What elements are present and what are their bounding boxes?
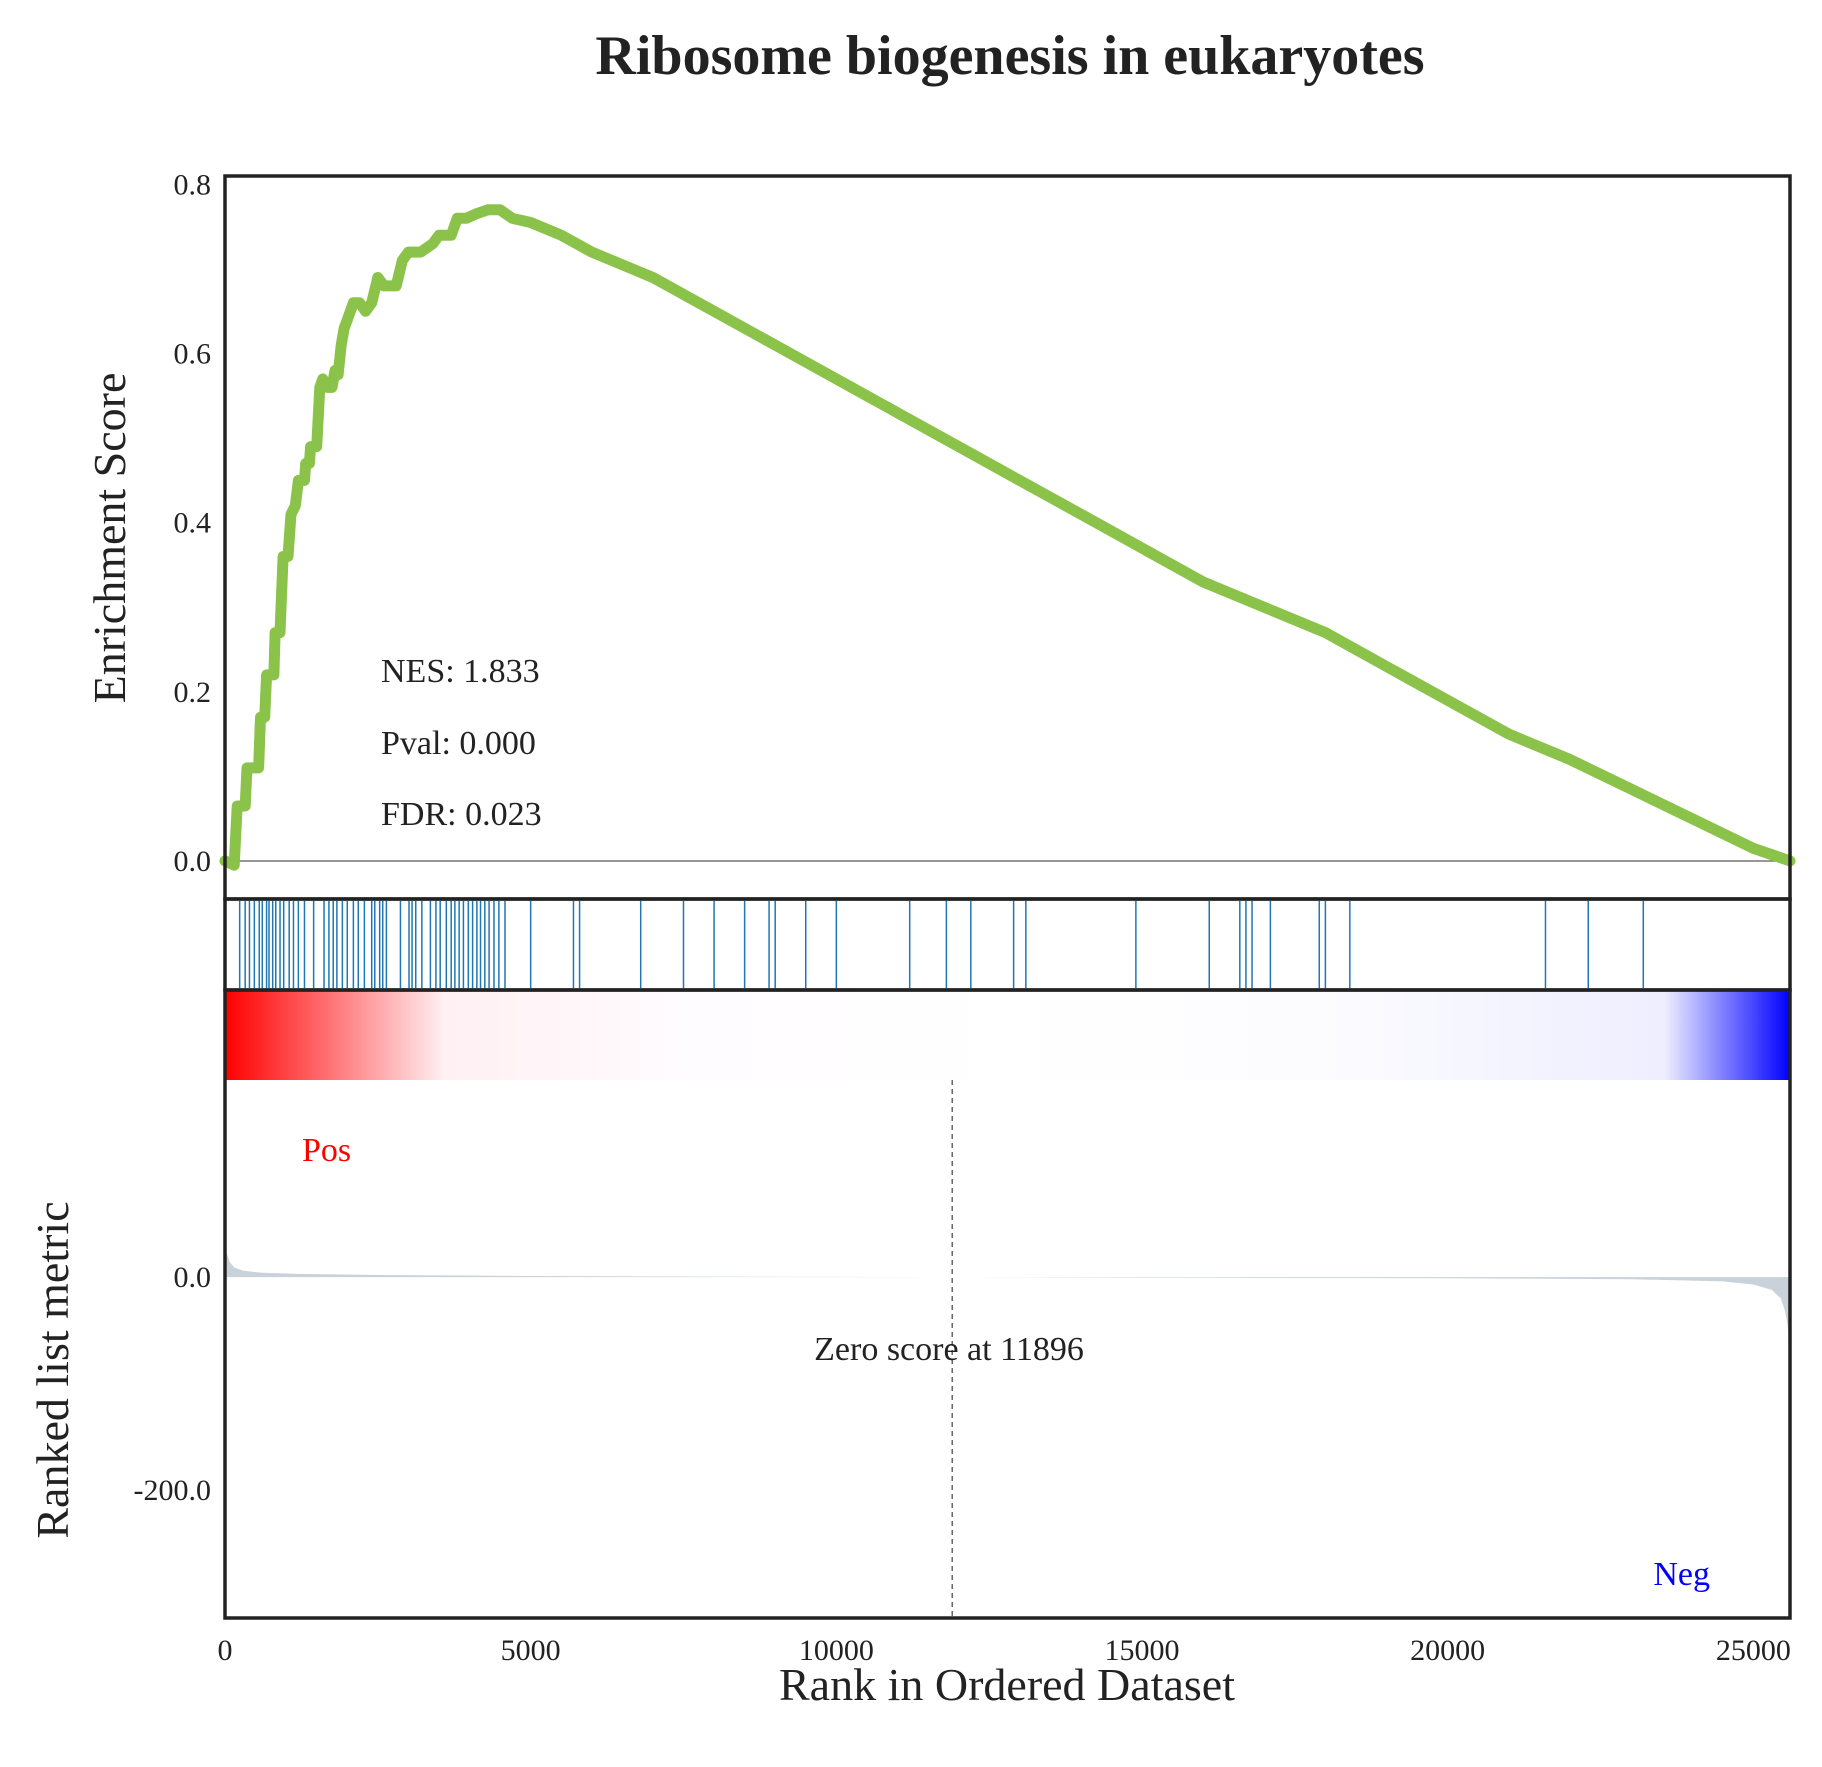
x-tick-label: 5000 <box>501 1634 561 1667</box>
x-tick-label: 10000 <box>799 1634 874 1667</box>
x-tick-label: 20000 <box>1410 1634 1485 1667</box>
hits-panel <box>238 901 1645 988</box>
x-tick-label: 15000 <box>1104 1634 1179 1667</box>
fdr-stat: FDR: 0.023 <box>381 796 542 833</box>
enrichment-y-tick-label: 0.2 <box>174 676 212 709</box>
x-axis-label: Rank in Ordered Dataset <box>779 1659 1235 1710</box>
lower-frame <box>223 988 1792 1620</box>
metric-y-tick-label: -200.0 <box>134 1474 212 1507</box>
enrichment-y-tick-label: 0.0 <box>174 845 212 878</box>
neg-label: Neg <box>1653 1556 1710 1593</box>
enrichment-y-tick-label: 0.4 <box>174 507 212 540</box>
x-tick-label: 25000 <box>1716 1634 1791 1667</box>
metric-panel: 0.0 -200.0 Pos Neg Zero score at 11896 Ra… <box>27 1080 1790 1618</box>
enrichment-score-line <box>219 204 1796 871</box>
enrichment-y-axis-label: Enrichment Score <box>84 373 135 704</box>
metric-y-ticks: 0.0 -200.0 <box>134 1261 212 1507</box>
nes-stat: NES: 1.833 <box>381 653 540 690</box>
x-axis-ticks: 0 5000 10000 15000 20000 25000 <box>218 1634 1791 1667</box>
enrichment-y-tick-label: 0.6 <box>174 338 212 371</box>
x-tick-label: 0 <box>218 1634 233 1667</box>
pos-label: Pos <box>302 1132 351 1169</box>
pval-stat: Pval: 0.000 <box>381 725 536 762</box>
enrichment-y-tick-label: 0.8 <box>174 168 212 201</box>
ranking-colorbar <box>225 990 1790 1080</box>
chart-title: Ribosome biogenesis in eukaryotes <box>595 25 1424 87</box>
enrichment-frame <box>223 174 1792 901</box>
metric-y-tick-label: 0.0 <box>174 1261 212 1294</box>
enrichment-y-ticks: 0.0 0.2 0.4 0.6 0.8 <box>174 168 212 877</box>
enrichment-panel: 0.0 0.2 0.4 0.6 0.8 NES: 1.833 Pval: 0.000 F… <box>84 168 1796 878</box>
metric-y-axis-label: Ranked list metric <box>27 1201 78 1538</box>
zero-score-label: Zero score at 11896 <box>814 1331 1084 1368</box>
